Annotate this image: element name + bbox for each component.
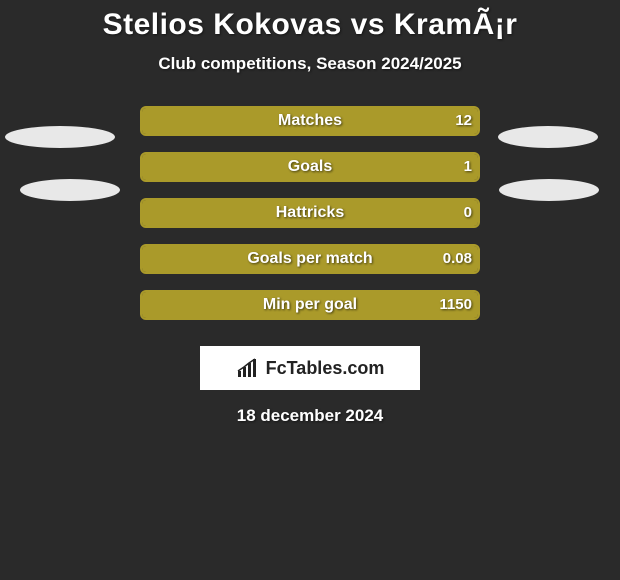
logo-box[interactable]: FcTables.com (200, 346, 420, 390)
stat-bar (140, 290, 480, 320)
stat-bar-fill (142, 292, 478, 318)
stat-row: Min per goal1150 (0, 290, 620, 336)
stat-row: Matches12 (0, 106, 620, 152)
page-title: Stelios Kokovas vs KramÃ¡r (0, 8, 620, 42)
stat-bar-fill (142, 108, 478, 134)
stat-bar-fill (142, 246, 478, 272)
chart-icon (236, 357, 260, 379)
stat-bar (140, 106, 480, 136)
stat-bar (140, 152, 480, 182)
stat-row: Goals1 (0, 152, 620, 198)
stat-bar-fill (142, 154, 478, 180)
stats-list: Matches12Goals1Hattricks0Goals per match… (0, 106, 620, 336)
date-text: 18 december 2024 (0, 406, 620, 426)
page-subtitle: Club competitions, Season 2024/2025 (0, 54, 620, 74)
stat-row: Hattricks0 (0, 198, 620, 244)
stat-bar-fill (142, 200, 478, 226)
logo-text: FcTables.com (266, 358, 385, 379)
stat-bar (140, 244, 480, 274)
stat-bar (140, 198, 480, 228)
stat-row: Goals per match0.08 (0, 244, 620, 290)
comparison-panel: Stelios Kokovas vs KramÃ¡r Club competit… (0, 0, 620, 426)
